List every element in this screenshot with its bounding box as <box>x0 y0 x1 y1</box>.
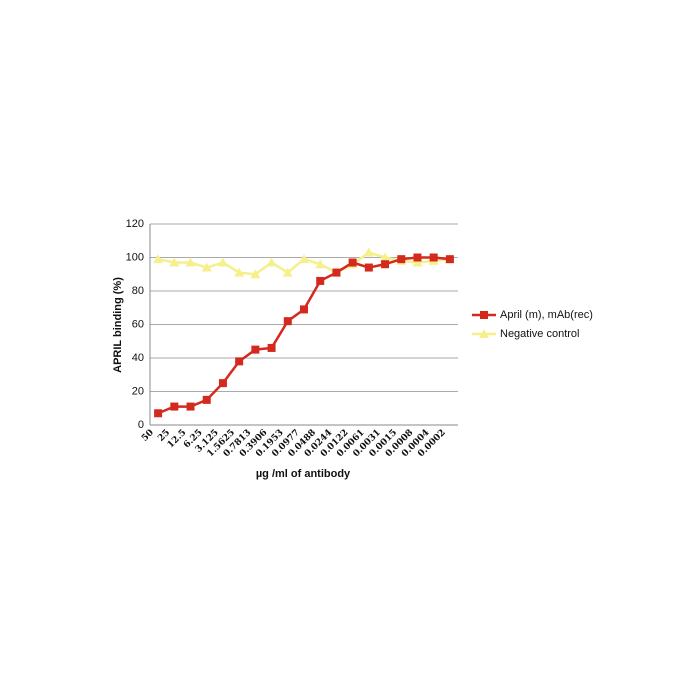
data-point <box>445 255 454 264</box>
legend-marker <box>479 329 489 338</box>
y-tick-label: 40 <box>132 352 144 364</box>
data-point <box>381 260 390 269</box>
data-point <box>153 254 164 264</box>
data-point <box>397 255 406 264</box>
data-point <box>235 357 244 366</box>
data-point <box>185 257 196 267</box>
y-tick-label: 100 <box>126 251 144 263</box>
data-point <box>282 267 293 277</box>
legend-label: Negative control <box>500 328 580 340</box>
data-point <box>348 258 357 267</box>
data-point <box>186 402 195 411</box>
data-point <box>201 262 212 272</box>
data-point <box>218 379 227 388</box>
legend-label: April (m), mAb(rec) <box>500 309 593 321</box>
data-point <box>364 263 373 272</box>
data-point <box>251 345 260 354</box>
data-point <box>234 267 245 277</box>
data-point <box>170 402 179 411</box>
y-tick-label: 20 <box>132 385 144 397</box>
x-axis-title: µg /ml of antibody <box>256 468 351 480</box>
data-point <box>316 276 325 285</box>
y-tick-label: 80 <box>132 285 144 297</box>
data-point <box>202 395 211 404</box>
data-point <box>250 269 261 279</box>
data-point <box>332 268 341 277</box>
data-point <box>315 259 326 269</box>
y-tick-label: 120 <box>126 218 144 230</box>
data-point <box>300 305 308 314</box>
data-point <box>413 253 422 262</box>
data-point <box>412 257 423 267</box>
y-tick-label: 0 <box>138 419 144 431</box>
legend-marker <box>480 311 488 319</box>
data-point <box>217 257 228 267</box>
data-point <box>363 247 374 257</box>
data-point <box>169 257 180 267</box>
data-point <box>154 409 163 418</box>
data-point <box>267 343 276 352</box>
series-line <box>157 256 451 415</box>
data-point <box>283 317 292 326</box>
data-point <box>299 254 309 264</box>
data-point <box>380 252 391 262</box>
y-axis-title: APRIL binding (%) <box>112 277 124 373</box>
data-point <box>429 253 438 262</box>
y-tick-label: 60 <box>132 318 144 330</box>
data-point <box>266 257 277 267</box>
